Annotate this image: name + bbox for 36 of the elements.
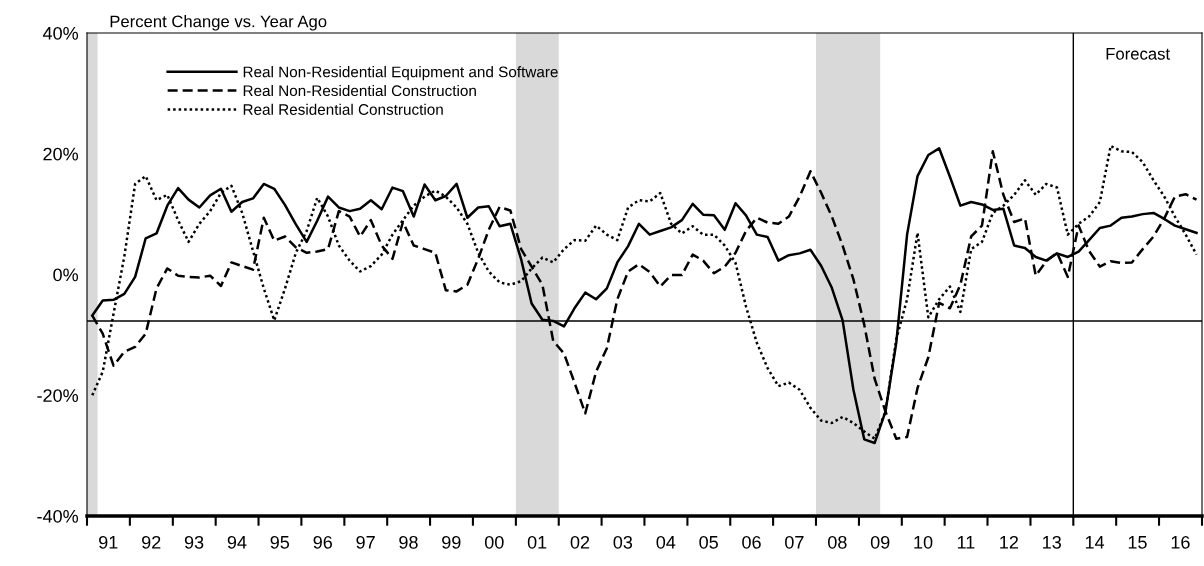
- x-tick-label: 08: [828, 535, 847, 549]
- x-tick-label: 04: [656, 535, 676, 549]
- x-tick-label: 09: [870, 535, 890, 549]
- legend-label: Real Non-Residential Construction: [243, 84, 476, 97]
- y-tick-label: 20%: [43, 147, 79, 161]
- x-tick-label: 10: [914, 535, 933, 549]
- x-tick-label: 16: [1171, 535, 1190, 549]
- y-tick-label: 40%: [42, 26, 79, 40]
- x-tick-label: 95: [270, 535, 290, 549]
- x-tick-label: 93: [184, 535, 204, 549]
- x-tick-label: 94: [227, 535, 247, 549]
- ref-line-label: Forecast: [1106, 48, 1170, 60]
- x-tick-label: 99: [442, 535, 461, 549]
- x-tick-label: 02: [570, 535, 590, 549]
- x-tick-label: 96: [313, 535, 332, 549]
- x-tick-label: 06: [742, 535, 761, 549]
- x-tick-label: 13: [1043, 535, 1061, 549]
- x-tick-label: 91: [99, 535, 118, 549]
- x-tick-label: 00: [484, 535, 504, 549]
- x-tick-label: 98: [399, 535, 418, 549]
- x-tick-label: 11: [957, 536, 975, 549]
- x-tick-label: 07: [785, 535, 804, 549]
- y-tick-label: 0%: [53, 268, 79, 282]
- chart-title: Percent Change vs. Year Ago: [110, 15, 327, 31]
- x-tick-label: 92: [142, 535, 161, 549]
- legend-label: Real Non-Residential Equipment and Software: [243, 66, 558, 81]
- legend-label: Real Residential Construction: [243, 103, 443, 115]
- x-tick-label: 03: [613, 535, 633, 549]
- x-tick-label: 01: [527, 535, 547, 549]
- x-tick-label: 12: [1000, 535, 1018, 549]
- x-tick-label: 15: [1128, 536, 1147, 549]
- y-tick-label: -40%: [37, 509, 79, 523]
- y-tick-label: -20%: [37, 389, 79, 402]
- x-tick-label: 97: [356, 535, 375, 549]
- x-tick-label: 14: [1085, 536, 1105, 549]
- x-tick-label: 05: [699, 535, 718, 549]
